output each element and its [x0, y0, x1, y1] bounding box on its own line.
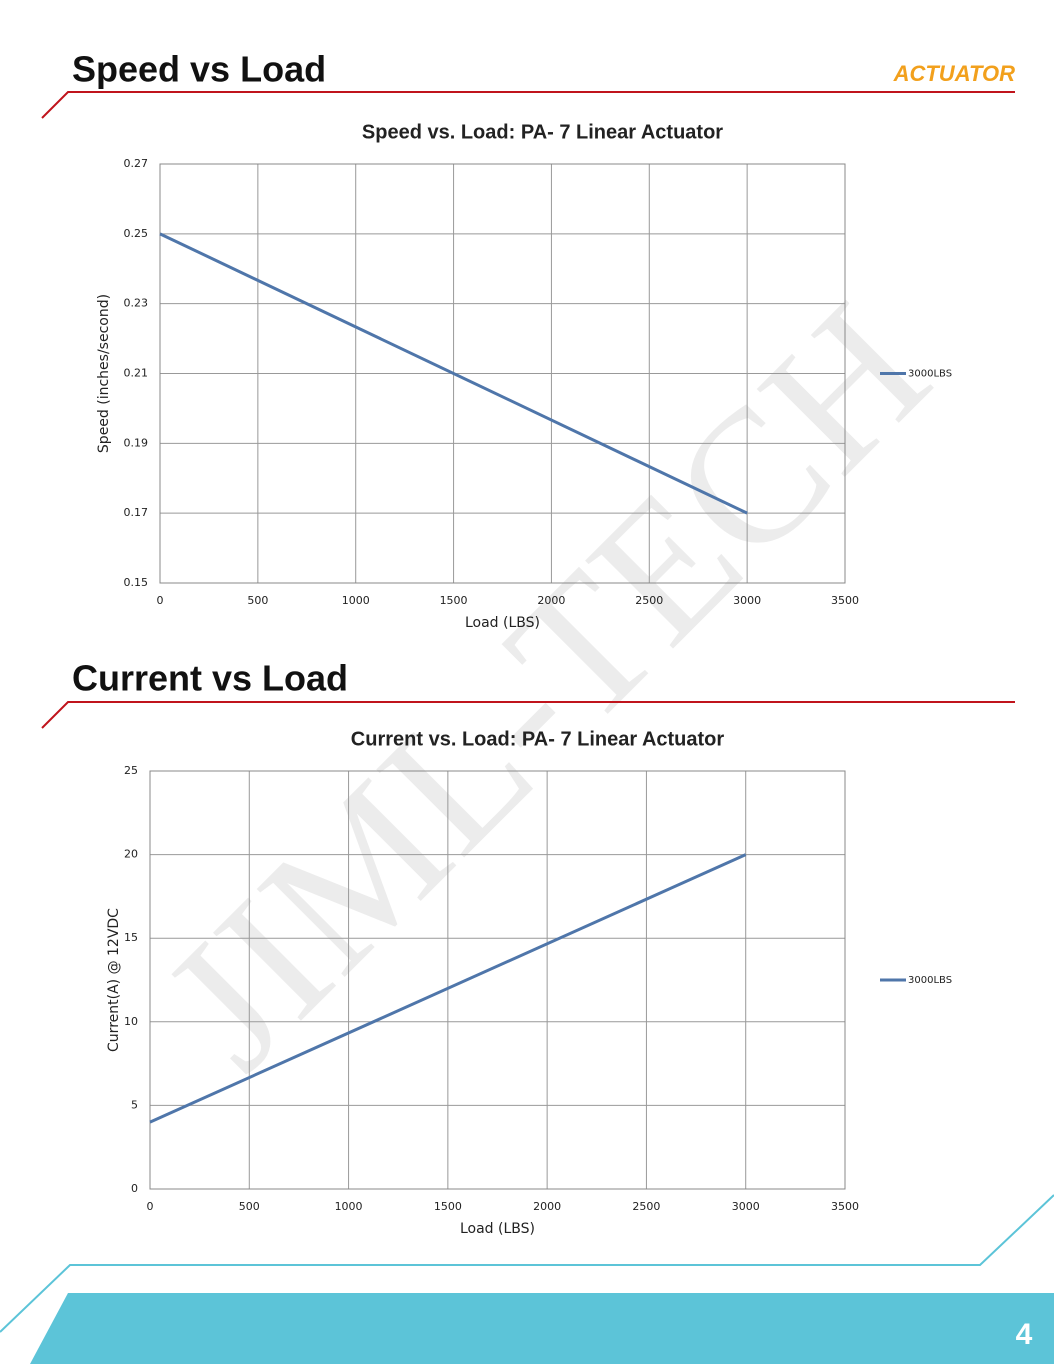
y-tick-label: 0.27 [124, 157, 149, 170]
y-tick-label: 0.25 [124, 227, 149, 240]
y-axis-label: Current(A) @ 12VDC [106, 908, 122, 1052]
x-axis-label: Load (LBS) [460, 1221, 535, 1237]
y-tick-label: 25 [124, 764, 138, 777]
y-tick-label: 15 [124, 931, 138, 944]
footer-band [30, 1293, 1054, 1364]
y-tick-label: 0.15 [124, 576, 149, 589]
x-tick-label: 0 [147, 1200, 154, 1213]
y-tick-label: 10 [124, 1015, 138, 1028]
x-tick-label: 3000 [733, 594, 761, 607]
x-tick-label: 0 [157, 594, 164, 607]
x-tick-label: 3500 [831, 594, 859, 607]
y-tick-label: 0.19 [124, 436, 149, 449]
page-number: 4 [1016, 1318, 1033, 1351]
heading-rule [41, 701, 1015, 729]
y-tick-label: 0 [131, 1182, 138, 1195]
x-tick-label: 2500 [635, 594, 663, 607]
legend-label: 3000LBS [908, 975, 952, 986]
footer-line [0, 1194, 1054, 1333]
y-tick-label: 0.23 [124, 297, 149, 310]
chart-title: Current vs. Load: PA- 7 Linear Actuator [351, 728, 725, 750]
x-tick-label: 2000 [533, 1200, 561, 1213]
data-line [159, 232, 748, 515]
x-tick-label: 2500 [632, 1200, 660, 1213]
legend-label: 3000LBS [908, 369, 952, 380]
x-tick-label: 1000 [335, 1200, 363, 1213]
x-tick-label: 2000 [537, 594, 565, 607]
y-tick-label: 0.17 [124, 506, 149, 519]
logo: ACTUATOR [893, 61, 1016, 86]
y-tick-label: 0.21 [124, 367, 149, 380]
x-tick-label: 1500 [434, 1200, 462, 1213]
x-tick-label: 3000 [732, 1200, 760, 1213]
chart-title: Speed vs. Load: PA- 7 Linear Actuator [362, 121, 723, 143]
y-axis-label: Speed (inches/second) [96, 294, 112, 453]
x-tick-label: 500 [247, 594, 268, 607]
y-tick-label: 5 [131, 1098, 138, 1111]
plot-frame [159, 163, 846, 584]
data-line [149, 853, 747, 1124]
x-tick-label: 1500 [440, 594, 468, 607]
x-tick-label: 1000 [342, 594, 370, 607]
section-heading: Speed vs Load [72, 49, 326, 90]
x-axis-label: Load (LBS) [465, 615, 540, 631]
x-tick-label: 500 [239, 1200, 260, 1213]
section-heading: Current vs Load [72, 658, 348, 699]
x-tick-label: 3500 [831, 1200, 859, 1213]
plot-frame [149, 770, 846, 1190]
heading-rule [41, 91, 1015, 119]
y-tick-label: 20 [124, 848, 138, 861]
